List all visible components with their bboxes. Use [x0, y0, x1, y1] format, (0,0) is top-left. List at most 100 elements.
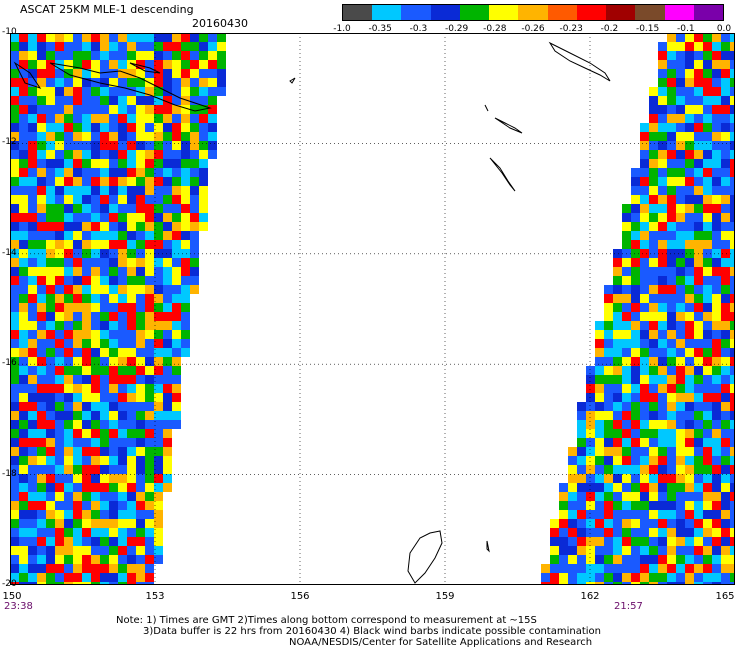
- data-cell: [55, 465, 64, 474]
- data-cell: [10, 411, 19, 420]
- data-cell: [100, 114, 109, 123]
- data-cell: [91, 519, 100, 528]
- data-cell: [667, 150, 676, 159]
- data-cell: [712, 474, 721, 483]
- data-cell: [64, 402, 73, 411]
- data-cell: [730, 231, 735, 240]
- data-cell: [19, 474, 28, 483]
- data-cell: [694, 33, 703, 42]
- data-cell: [37, 456, 46, 465]
- data-cell: [703, 429, 712, 438]
- data-cell: [100, 294, 109, 303]
- data-cell: [55, 321, 64, 330]
- data-cell: [82, 555, 91, 564]
- data-cell: [712, 249, 721, 258]
- color-scale-label: -0.1: [677, 24, 695, 34]
- data-cell: [181, 87, 190, 96]
- data-cell: [73, 573, 82, 582]
- data-cell: [28, 510, 37, 519]
- data-cell: [586, 438, 595, 447]
- data-cell: [28, 528, 37, 537]
- data-cell: [622, 222, 631, 231]
- data-cell: [73, 186, 82, 195]
- data-cell: [73, 312, 82, 321]
- data-cell: [676, 150, 685, 159]
- data-cell: [145, 501, 154, 510]
- data-cell: [10, 492, 19, 501]
- data-cell: [118, 321, 127, 330]
- data-cell: [685, 582, 694, 585]
- data-cell: [109, 528, 118, 537]
- data-cell: [703, 78, 712, 87]
- data-cell: [550, 564, 559, 573]
- data-cell: [649, 501, 658, 510]
- data-cell: [10, 213, 19, 222]
- data-cell: [622, 204, 631, 213]
- data-cell: [667, 465, 676, 474]
- data-cell: [46, 438, 55, 447]
- data-cell: [658, 546, 667, 555]
- data-cell: [163, 42, 172, 51]
- data-cell: [118, 294, 127, 303]
- data-cell: [91, 240, 100, 249]
- data-cell: [712, 42, 721, 51]
- data-cell: [10, 123, 19, 132]
- data-cell: [613, 456, 622, 465]
- data-cell: [19, 258, 28, 267]
- data-cell: [676, 519, 685, 528]
- data-cell: [19, 501, 28, 510]
- data-cell: [703, 312, 712, 321]
- data-cell: [64, 510, 73, 519]
- data-cell: [676, 132, 685, 141]
- data-cell: [694, 87, 703, 96]
- data-cell: [10, 285, 19, 294]
- data-cell: [109, 42, 118, 51]
- data-cell: [658, 60, 667, 69]
- data-cell: [100, 582, 109, 585]
- data-cell: [694, 483, 703, 492]
- data-cell: [586, 564, 595, 573]
- data-cell: [721, 393, 730, 402]
- data-cell: [721, 150, 730, 159]
- data-cell: [100, 438, 109, 447]
- data-cell: [136, 51, 145, 60]
- data-cell: [28, 303, 37, 312]
- data-cell: [73, 483, 82, 492]
- color-scale-label: -0.26: [521, 24, 545, 34]
- data-cell: [64, 159, 73, 168]
- data-cell: [676, 465, 685, 474]
- data-cell: [685, 186, 694, 195]
- data-cell: [55, 420, 64, 429]
- data-cell: [154, 231, 163, 240]
- data-cell: [145, 105, 154, 114]
- data-cell: [64, 537, 73, 546]
- data-cell: [145, 51, 154, 60]
- data-cell: [604, 564, 613, 573]
- data-cell: [199, 87, 208, 96]
- data-cell: [37, 582, 46, 585]
- data-cell: [676, 546, 685, 555]
- data-cell: [136, 258, 145, 267]
- color-scale-label: -1.0: [333, 24, 351, 34]
- data-cell: [64, 276, 73, 285]
- data-cell: [721, 339, 730, 348]
- data-cell: [28, 51, 37, 60]
- data-cell: [82, 438, 91, 447]
- data-cell: [703, 213, 712, 222]
- data-cell: [82, 411, 91, 420]
- data-cell: [145, 339, 154, 348]
- data-cell: [19, 537, 28, 546]
- data-cell: [154, 483, 163, 492]
- data-cell: [109, 330, 118, 339]
- data-cell: [712, 564, 721, 573]
- data-cell: [712, 519, 721, 528]
- data-cell: [127, 123, 136, 132]
- data-cell: [703, 51, 712, 60]
- data-cell: [208, 123, 217, 132]
- data-cell: [208, 87, 217, 96]
- data-cell: [730, 186, 735, 195]
- data-cell: [622, 213, 631, 222]
- data-cell: [19, 51, 28, 60]
- data-cell: [154, 168, 163, 177]
- data-cell: [712, 339, 721, 348]
